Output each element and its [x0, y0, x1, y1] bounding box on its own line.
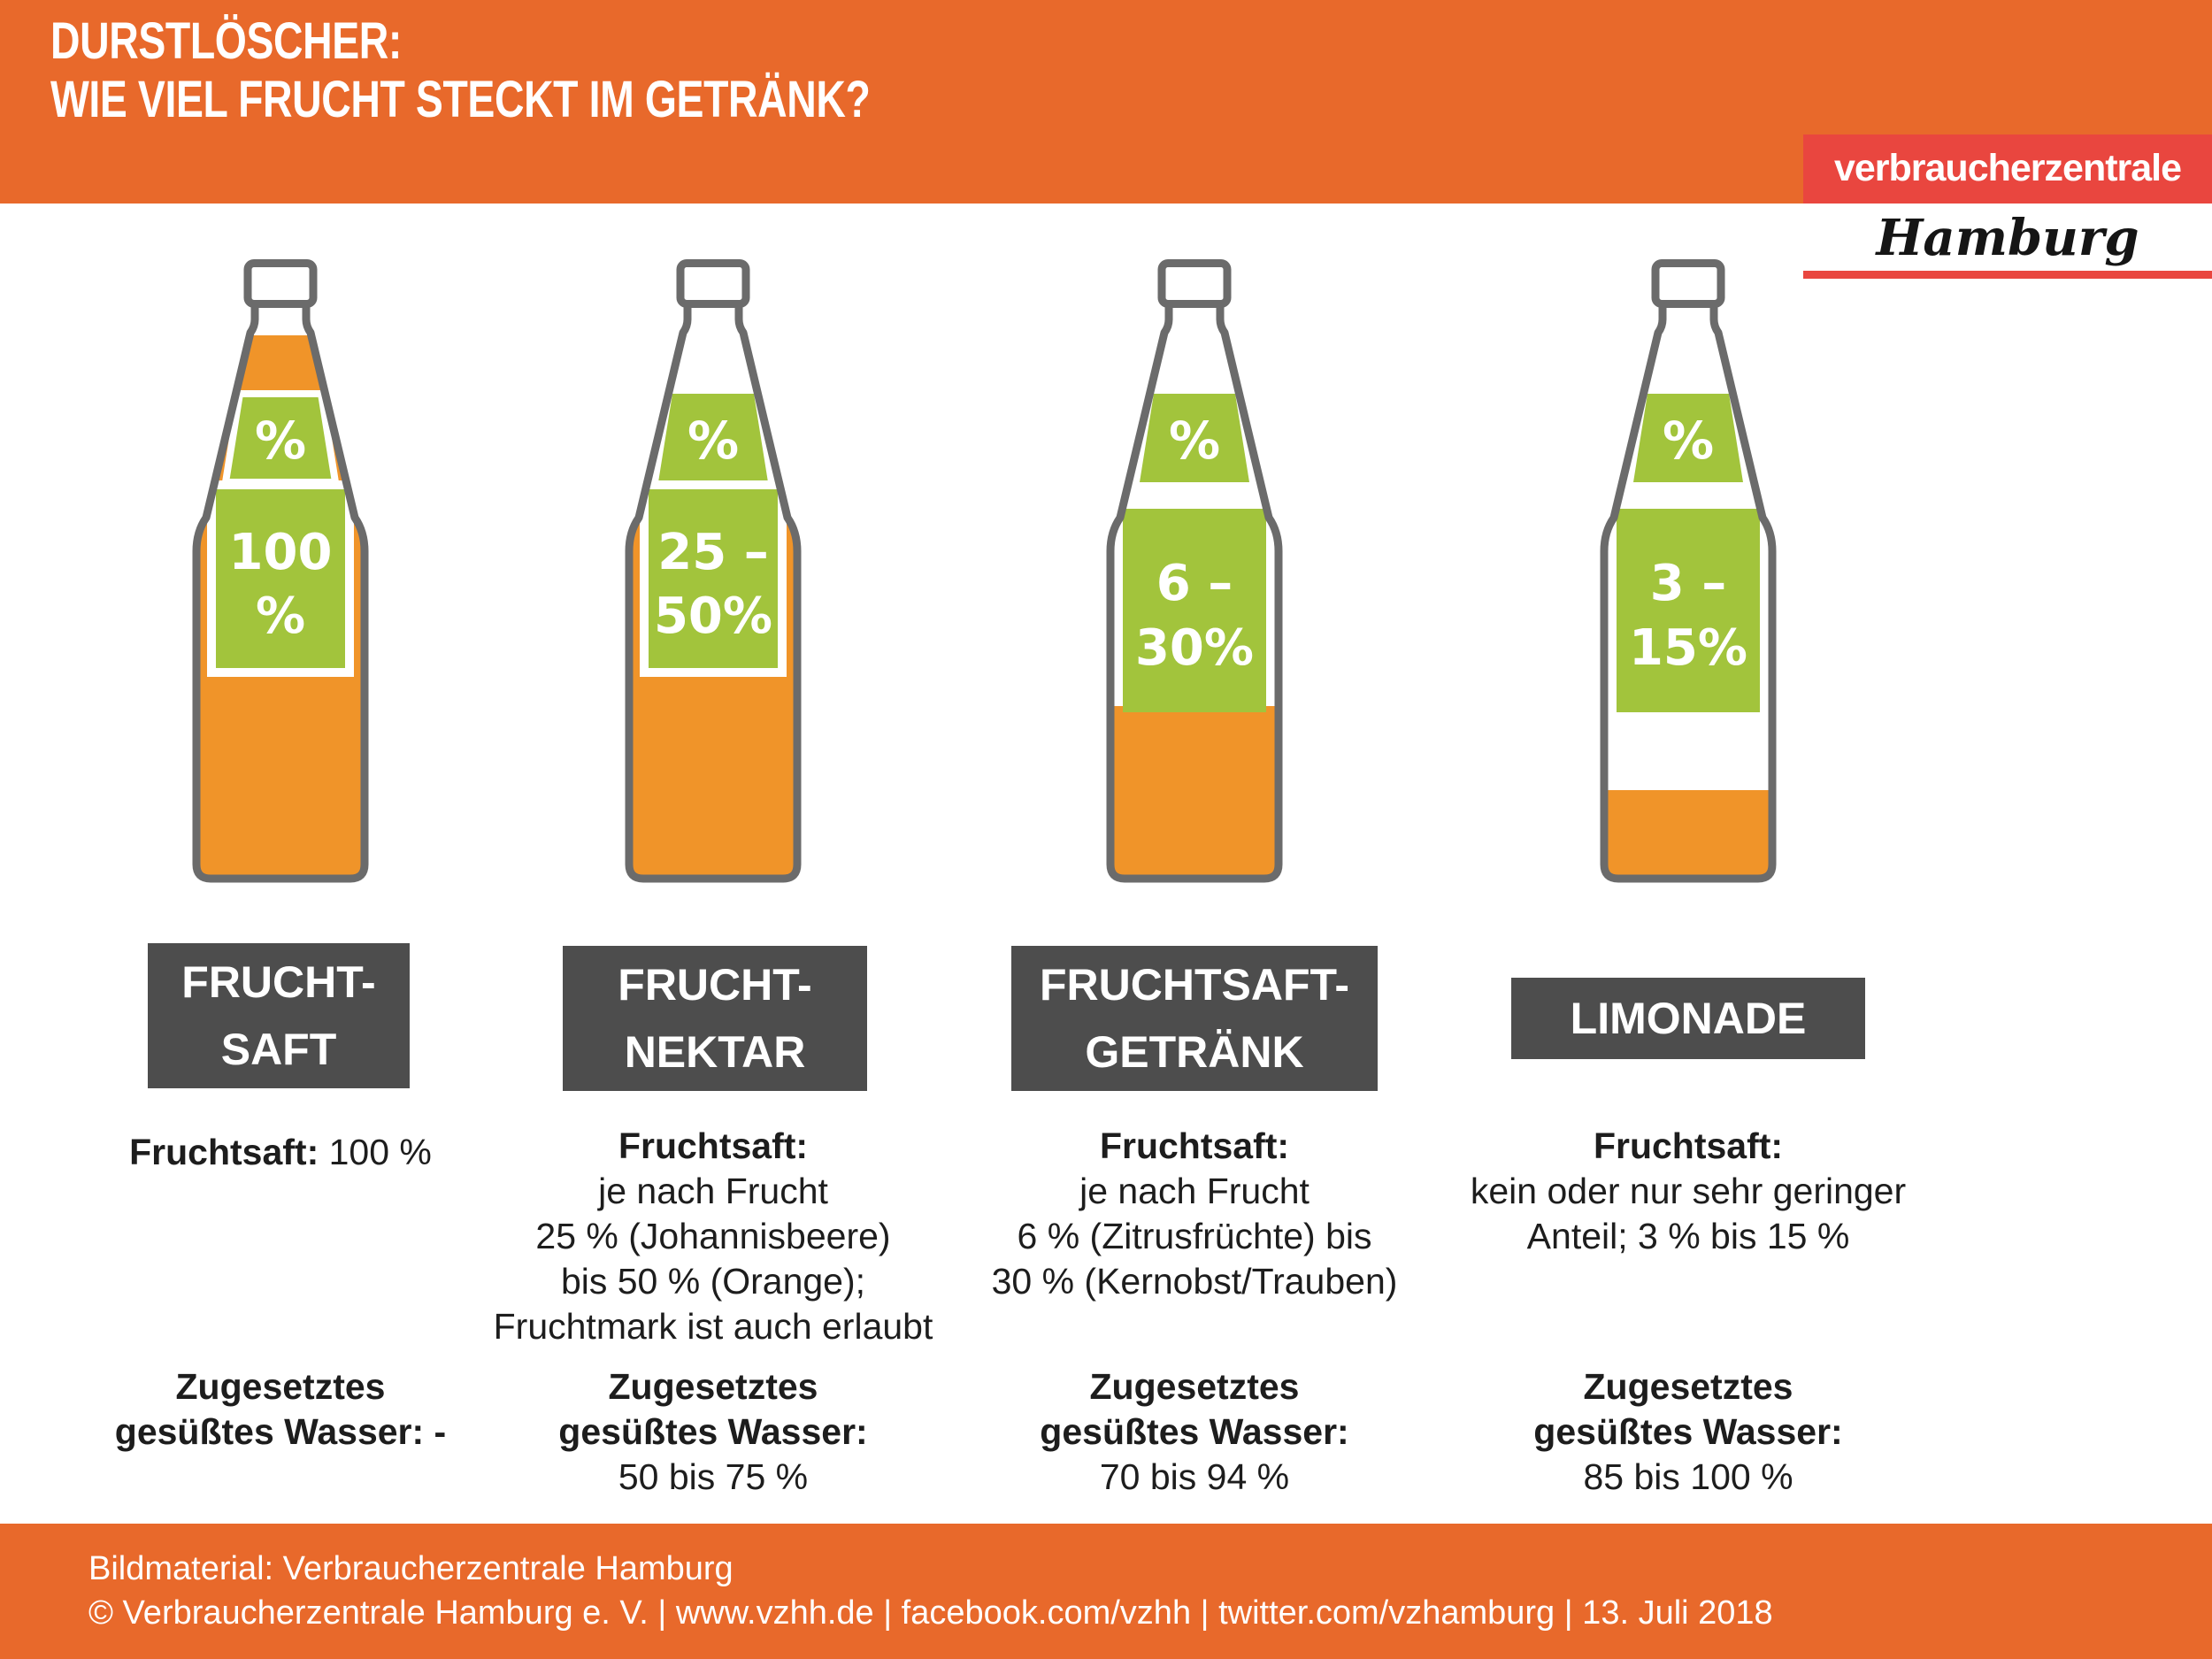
fruchtsaft-info-col1: Fruchtsaft: 100 %	[15, 1130, 546, 1175]
category-label-line: FRUCHTSAFT-	[1040, 960, 1349, 1010]
percent-badge	[1140, 394, 1249, 482]
fruit-content-box	[207, 480, 354, 677]
bottle-limonade: % 3 – 15%	[1600, 259, 1777, 883]
wasser-heading-line: gesüßtes Wasser:	[1040, 1411, 1349, 1452]
bottle-cap	[243, 259, 318, 308]
wasser-heading-line: Zugesetztes	[608, 1366, 818, 1407]
percent-badge-label: %	[255, 411, 306, 471]
wasser-heading-line: gesüßtes Wasser:	[558, 1411, 868, 1452]
fruchtsaft-heading: Fruchtsaft:	[1099, 1125, 1290, 1166]
wasser-heading-line: Zugesetztes	[1089, 1366, 1300, 1407]
fruit-content-line-2: 15%	[1629, 619, 1747, 677]
juice-fill	[1604, 790, 1772, 879]
fruchtsaft-line: 6 % (Zitrusfrüchte) bis	[1017, 1216, 1372, 1256]
bottle-cap	[676, 259, 750, 308]
fruit-content-line-2: 30%	[1135, 619, 1254, 677]
category-box-fruchtsaft: FRUCHT- SAFT	[148, 943, 410, 1088]
fruchtsaft-info-col4: Fruchtsaft: kein oder nur sehr geringer …	[1423, 1124, 1954, 1259]
bottle-cap	[1651, 259, 1725, 308]
title-line-2: WIE VIEL FRUCHT STECKT IM GETRÄNK?	[50, 71, 871, 128]
page-title: DURSTLÖSCHER: WIE VIEL FRUCHT STECKT IM …	[50, 12, 871, 129]
category-label-line: FRUCHT-	[181, 957, 376, 1007]
wasser-info-col1: Zugesetztes gesüßtes Wasser: -	[15, 1364, 546, 1455]
category-label-line: LIMONADE	[1570, 994, 1807, 1043]
category-label-line: FRUCHT-	[618, 960, 812, 1010]
fruchtsaft-line: Anteil; 3 % bis 15 %	[1526, 1216, 1850, 1256]
category-label-line: SAFT	[220, 1025, 337, 1074]
fruchtsaft-line: 25 % (Johannisbeere)	[535, 1216, 891, 1256]
verbraucherzentrale-hamburg-logo: verbraucherzentrale Hamburg	[1803, 134, 2212, 279]
fruchtsaft-heading: Fruchtsaft:	[1593, 1125, 1784, 1166]
wasser-heading-line: gesüßtes Wasser: -	[114, 1411, 447, 1452]
fruchtsaft-line: kein oder nur sehr geringer	[1470, 1171, 1907, 1211]
fruit-content-line-1: 25 –	[657, 524, 768, 581]
fruchtsaft-info-col3: Fruchtsaft: je nach Frucht 6 % (Zitrusfr…	[929, 1124, 1460, 1304]
wasser-heading-line: Zugesetztes	[1583, 1366, 1793, 1407]
logo-wordmark: verbraucherzentrale	[1803, 134, 2212, 204]
fruchtsaft-info-col2: Fruchtsaft: je nach Frucht 25 % (Johanni…	[448, 1124, 979, 1349]
fruchtsaft-value: 100 %	[328, 1132, 432, 1172]
title-line-1: DURSTLÖSCHER:	[50, 12, 402, 70]
category-box-fruchtnektar: FRUCHT- NEKTAR	[563, 946, 867, 1091]
footer-copyright-line: © Verbraucherzentrale Hamburg e. V. | ww…	[88, 1594, 1773, 1632]
wasser-heading-line: gesüßtes Wasser:	[1533, 1411, 1843, 1452]
bottle-fruchtnektar: % 25 – 50%	[625, 259, 802, 883]
wasser-info-col2: Zugesetztes gesüßtes Wasser: 50 bis 75 %	[448, 1364, 979, 1500]
category-label-line: GETRÄNK	[1085, 1027, 1304, 1077]
fruit-content-box	[1123, 509, 1266, 712]
fruit-content-line-2: 50%	[654, 588, 772, 645]
fruchtsaft-line: bis 50 % (Orange);	[560, 1261, 866, 1302]
bottle-fruchtsaft: % 100 %	[192, 259, 369, 883]
percent-badge-label: %	[1663, 411, 1714, 471]
footer-band: Bildmaterial: Verbraucherzentrale Hambur…	[0, 1524, 2212, 1659]
logo-underline	[1803, 271, 2212, 279]
fruchtsaft-line: Fruchtmark ist auch erlaubt	[493, 1306, 933, 1347]
wasser-info-col3: Zugesetztes gesüßtes Wasser: 70 bis 94 %	[929, 1364, 1460, 1500]
wasser-info-col4: Zugesetztes gesüßtes Wasser: 85 bis 100 …	[1423, 1364, 1954, 1500]
fruit-content-box	[1617, 509, 1760, 712]
percent-badge	[658, 394, 768, 482]
bottle-fruchtsaftgetraenk: % 6 – 30%	[1106, 259, 1283, 883]
category-label-line: NEKTAR	[624, 1027, 806, 1077]
percent-badge	[1633, 394, 1743, 482]
wasser-value: 70 bis 94 %	[1099, 1456, 1290, 1497]
category-box-fruchtsaftgetraenk: FRUCHTSAFT- GETRÄNK	[1011, 946, 1378, 1091]
wasser-value: 50 bis 75 %	[618, 1456, 809, 1497]
wasser-heading-line: Zugesetztes	[175, 1366, 386, 1407]
juice-fill	[1110, 706, 1279, 879]
fruchtsaft-line: je nach Frucht	[1079, 1171, 1310, 1211]
footer-credit-line: Bildmaterial: Verbraucherzentrale Hambur…	[88, 1550, 733, 1587]
fruit-content-line-1: 6 –	[1156, 555, 1233, 612]
category-box-limonade: LIMONADE	[1511, 978, 1865, 1059]
footer-text: Bildmaterial: Verbraucherzentrale Hambur…	[88, 1547, 1773, 1635]
wasser-value: 85 bis 100 %	[1583, 1456, 1793, 1497]
fruchtsaft-line: je nach Frucht	[598, 1171, 828, 1211]
fruit-content-line-1: 3 –	[1650, 555, 1726, 612]
fruchtsaft-line: 30 % (Kernobst/Trauben)	[991, 1261, 1398, 1302]
fruchtsaft-heading: Fruchtsaft:	[618, 1125, 809, 1166]
fruit-content-box	[640, 480, 787, 677]
fruit-content-line-2: %	[256, 588, 305, 645]
fruchtsaft-heading: Fruchtsaft:	[129, 1132, 319, 1172]
bottle-cap	[1157, 259, 1232, 308]
percent-badge-label: %	[687, 411, 739, 471]
fruit-content-line-1: 100	[229, 524, 333, 581]
logo-region-script: Hamburg	[1803, 204, 2212, 271]
percent-badge-label: %	[1169, 411, 1220, 471]
